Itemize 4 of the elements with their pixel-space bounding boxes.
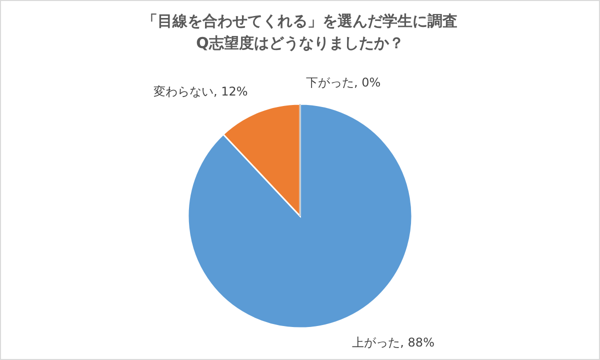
chart-title: 「目線を合わせてくれる」を選んだ学生に調査 Q志望度はどうなりましたか？ (142, 12, 458, 52)
slice-label: 上がった, 88% (352, 336, 434, 350)
slice-label: 変わらない, 12% (154, 84, 248, 98)
category-label: 下がった, 0% (306, 76, 381, 90)
